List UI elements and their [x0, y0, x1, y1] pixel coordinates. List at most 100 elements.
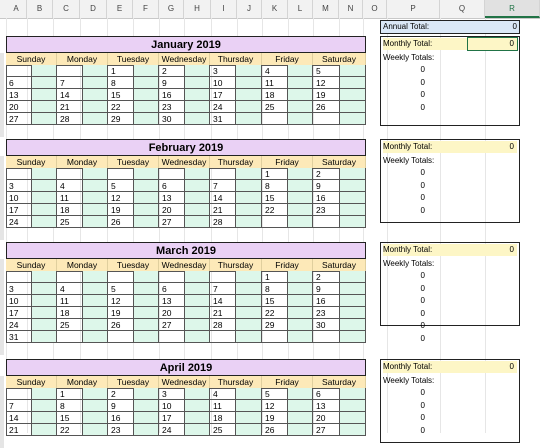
entry-cell[interactable]	[32, 319, 57, 331]
entry-cell[interactable]	[32, 283, 57, 295]
weekly-total-value[interactable]: 0	[420, 283, 425, 293]
entry-cell[interactable]	[83, 412, 108, 424]
entry-cell[interactable]	[236, 89, 262, 101]
entry-cell[interactable]	[185, 331, 210, 343]
date-cell[interactable]	[108, 168, 134, 180]
entry-cell[interactable]	[288, 192, 313, 204]
entry-cell[interactable]	[340, 412, 366, 424]
date-cell[interactable]	[210, 271, 236, 283]
date-cell[interactable]: 24	[6, 319, 32, 331]
date-cell[interactable]: 19	[108, 307, 134, 319]
date-cell[interactable]: 2	[313, 168, 340, 180]
weekly-total-value[interactable]: 0	[420, 296, 425, 305]
entry-cell[interactable]	[236, 101, 262, 113]
entry-cell[interactable]	[288, 113, 313, 125]
date-cell[interactable]: 8	[108, 77, 134, 89]
date-cell[interactable]: 30	[313, 319, 340, 331]
entry-cell[interactable]	[83, 424, 108, 436]
date-cell[interactable]: 28	[210, 319, 236, 331]
weekly-total-value[interactable]: 0	[420, 193, 425, 202]
entry-cell[interactable]	[134, 424, 159, 436]
entry-cell[interactable]	[236, 168, 262, 180]
entry-cell[interactable]	[83, 319, 108, 331]
entry-cell[interactable]	[236, 180, 262, 192]
date-cell[interactable]: 31	[210, 113, 236, 125]
date-cell[interactable]: 9	[313, 283, 340, 295]
entry-cell[interactable]	[83, 295, 108, 307]
entry-cell[interactable]	[236, 271, 262, 283]
entry-cell[interactable]	[83, 89, 108, 101]
entry-cell[interactable]	[83, 216, 108, 228]
date-cell[interactable]	[262, 331, 288, 343]
column-header-m[interactable]: M	[313, 0, 339, 18]
entry-cell[interactable]	[340, 283, 366, 295]
date-cell[interactable]: 21	[210, 204, 236, 216]
date-cell[interactable]: 15	[108, 89, 134, 101]
date-cell[interactable]: 27	[6, 113, 32, 125]
entry-cell[interactable]	[83, 331, 108, 343]
entry-cell[interactable]	[288, 307, 313, 319]
date-cell[interactable]	[313, 113, 340, 125]
column-header-h[interactable]: H	[184, 0, 211, 18]
entry-cell[interactable]	[236, 216, 262, 228]
date-cell[interactable]	[6, 388, 32, 400]
column-header-l[interactable]: L	[288, 0, 313, 18]
date-cell[interactable]	[262, 113, 288, 125]
date-cell[interactable]: 12	[108, 192, 134, 204]
entry-cell[interactable]	[134, 307, 159, 319]
date-cell[interactable]: 20	[6, 101, 32, 113]
date-cell[interactable]: 19	[262, 412, 288, 424]
entry-cell[interactable]	[83, 180, 108, 192]
entry-cell[interactable]	[288, 388, 313, 400]
entry-cell[interactable]	[288, 168, 313, 180]
date-cell[interactable]: 18	[57, 307, 83, 319]
entry-cell[interactable]	[340, 271, 366, 283]
date-cell[interactable]: 29	[108, 113, 134, 125]
date-cell[interactable]: 11	[57, 295, 83, 307]
entry-cell[interactable]	[185, 204, 210, 216]
date-cell[interactable]	[313, 216, 340, 228]
entry-cell[interactable]	[134, 400, 159, 412]
date-cell[interactable]: 6	[159, 180, 185, 192]
date-cell[interactable]	[159, 271, 185, 283]
entry-cell[interactable]	[340, 319, 366, 331]
entry-cell[interactable]	[134, 204, 159, 216]
date-cell[interactable]	[57, 168, 83, 180]
date-cell[interactable]: 21	[6, 424, 32, 436]
entry-cell[interactable]	[185, 271, 210, 283]
entry-cell[interactable]	[32, 216, 57, 228]
date-cell[interactable]: 17	[210, 89, 236, 101]
date-cell[interactable]: 4	[210, 388, 236, 400]
entry-cell[interactable]	[288, 77, 313, 89]
date-cell[interactable]: 26	[108, 319, 134, 331]
column-header-e[interactable]: E	[107, 0, 133, 18]
column-header-g[interactable]: G	[159, 0, 184, 18]
date-cell[interactable]	[57, 65, 83, 77]
entry-cell[interactable]	[288, 283, 313, 295]
date-cell[interactable]: 4	[262, 65, 288, 77]
entry-cell[interactable]	[185, 77, 210, 89]
date-cell[interactable]: 18	[210, 412, 236, 424]
date-cell[interactable]	[6, 168, 32, 180]
entry-cell[interactable]	[340, 307, 366, 319]
entry-cell[interactable]	[288, 412, 313, 424]
entry-cell[interactable]	[236, 295, 262, 307]
date-cell[interactable]	[210, 331, 236, 343]
entry-cell[interactable]	[185, 168, 210, 180]
entry-cell[interactable]	[134, 331, 159, 343]
column-header-a[interactable]: A	[6, 0, 27, 18]
entry-cell[interactable]	[83, 388, 108, 400]
date-cell[interactable]: 7	[6, 400, 32, 412]
entry-cell[interactable]	[236, 331, 262, 343]
entry-cell[interactable]	[288, 180, 313, 192]
date-cell[interactable]: 28	[57, 113, 83, 125]
date-cell[interactable]	[6, 65, 32, 77]
date-cell[interactable]: 7	[57, 77, 83, 89]
entry-cell[interactable]	[32, 180, 57, 192]
date-cell[interactable]: 6	[6, 77, 32, 89]
date-cell[interactable]: 15	[262, 192, 288, 204]
entry-cell[interactable]	[340, 400, 366, 412]
date-cell[interactable]: 21	[210, 307, 236, 319]
entry-cell[interactable]	[134, 388, 159, 400]
date-cell[interactable]: 1	[108, 65, 134, 77]
